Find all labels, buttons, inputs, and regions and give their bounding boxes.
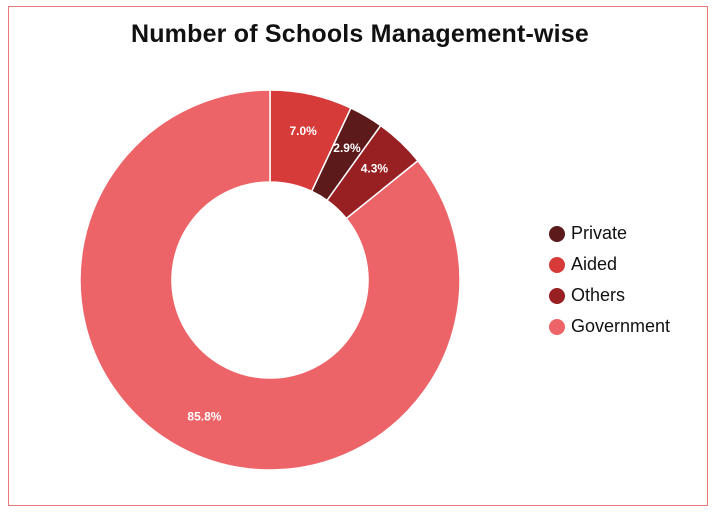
legend-item-aided[interactable]: Aided	[549, 249, 670, 280]
legend-swatch-government	[549, 318, 565, 335]
legend-label-private: Private	[571, 223, 628, 243]
chart-title: Number of Schools Management-wise	[130, 20, 590, 48]
legend-item-private[interactable]: Private	[549, 218, 670, 249]
slice-government[interactable]	[79, 89, 461, 471]
legend-swatch-aided	[549, 256, 565, 273]
data-label-others: 4.3%	[361, 162, 389, 176]
legend-swatch-private	[549, 225, 565, 242]
data-label-aided: 7.0%	[289, 124, 317, 138]
legend-label-government: Government	[571, 316, 671, 336]
legend-label-aided: Aided	[571, 254, 618, 274]
legend-label-others: Others	[571, 285, 626, 305]
legend-swatch-others	[549, 287, 565, 304]
data-label-government: 85.8%	[187, 409, 221, 423]
chart-legend: Private Aided Others Government	[549, 218, 670, 342]
legend-item-government[interactable]: Government	[549, 311, 670, 342]
data-label-private: 2.9%	[333, 141, 361, 155]
legend-item-others[interactable]: Others	[549, 280, 670, 311]
